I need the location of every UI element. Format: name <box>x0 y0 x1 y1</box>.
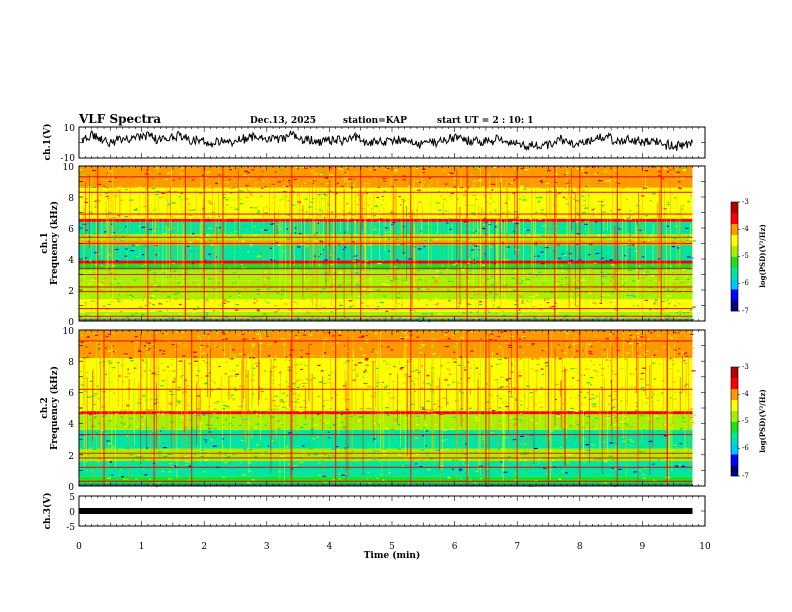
cb2-swatch-1 <box>731 454 738 466</box>
ch3-ticks <box>78 495 706 527</box>
ch2-freq-tick-6: 6 <box>68 389 74 399</box>
ch1-frequency-label: Frequency (kHz) <box>49 201 60 285</box>
ch2-freq-tick-4: 4 <box>68 420 74 430</box>
cb1-swatch-0 <box>731 300 738 312</box>
cb2-swatch-5 <box>731 410 738 422</box>
ch2-cb-tick-m6: -6 <box>742 444 749 452</box>
cb1-swatch-6 <box>731 234 738 246</box>
ch1-freq-tick-0: 0 <box>68 318 74 328</box>
ch2-freq-tick-0: 0 <box>68 483 74 493</box>
xtick-10: 10 <box>699 542 711 552</box>
spec2-events <box>78 330 690 486</box>
ch1-colorbar: -3 -4 -5 -6 -7 log(PSD)(V²/Hz) <box>730 198 767 315</box>
ch1-waveform-panel: 10 -10 ch.1(V) <box>42 124 706 164</box>
start-time-label: start UT = 2 : 10: 1 <box>437 116 534 126</box>
xtick-7: 7 <box>514 542 520 552</box>
ch3-signal-band <box>79 508 693 514</box>
xtick-4: 4 <box>327 542 333 552</box>
spec1-band-7 <box>79 240 693 246</box>
xtick-8: 8 <box>577 542 583 552</box>
ch2-frequency-label: Frequency (kHz) <box>49 366 60 450</box>
ch2-cb-tick-m3: -3 <box>742 363 749 371</box>
ch2-cb-tick-m5: -5 <box>742 417 749 425</box>
cb1-swatch-9 <box>731 202 738 214</box>
ch3-ytick-5: 5 <box>69 493 75 503</box>
ch3-ytick-0: 0 <box>69 508 75 518</box>
xtick-2: 2 <box>201 542 207 552</box>
ch2-freq-tick-2: 2 <box>68 452 74 462</box>
ch1-cb-tick-m4: -4 <box>742 225 749 233</box>
cb2-swatch-7 <box>731 388 738 400</box>
xtick-5: 5 <box>389 542 395 552</box>
ch1-spectrogram-ticks <box>78 165 706 322</box>
cb2-swatch-9 <box>731 367 738 379</box>
ch2-cb-tick-m4: -4 <box>742 390 749 398</box>
xtick-3: 3 <box>264 542 270 552</box>
ch2-colorbar-title: log(PSD)(V²/Hz) <box>758 389 767 453</box>
ch2-freq-tick-8: 8 <box>68 358 74 368</box>
date-label: Dec.13, 2025 <box>250 116 316 126</box>
ch1-freq-tick-8: 8 <box>68 194 74 204</box>
xaxis-label: Time (min) <box>364 550 421 561</box>
cb2-swatch-3 <box>731 432 738 444</box>
ch2-cb-tick-m7: -7 <box>742 472 749 480</box>
ch1-cb-tick-m6: -6 <box>742 279 749 287</box>
spec1-band-2 <box>79 280 693 300</box>
ch3-ylabel: ch.3(V) <box>42 493 53 530</box>
ch2-freq-tick-10: 10 <box>63 327 75 337</box>
spec1-band-4 <box>79 263 693 270</box>
ch1-spectrogram-image <box>79 166 696 323</box>
xtick-0: 0 <box>76 542 82 552</box>
xtick-1: 1 <box>139 542 145 552</box>
ch1-colorbar-title: log(PSD)(V²/Hz) <box>758 224 767 288</box>
spec2-band-3 <box>79 429 693 449</box>
station-label: station=KAP <box>343 116 407 126</box>
cb1-swatch-5 <box>731 245 738 257</box>
ch1-ytick-bottom: -10 <box>61 154 76 164</box>
cb2-swatch-2 <box>731 443 738 455</box>
time-axis: 0 1 2 3 4 5 6 7 8 9 10 Time (min) <box>76 542 711 561</box>
spec2-band-7 <box>79 358 693 384</box>
ch1-freq-tick-4: 4 <box>68 256 74 266</box>
spec2-band-8 <box>79 330 693 359</box>
ch1-waveform-ticks <box>78 126 706 159</box>
spec1-band-3 <box>79 269 693 281</box>
ch2-colorbar: -3 -4 -5 -6 -7 log(PSD)(V²/Hz) <box>730 363 767 480</box>
cb2-swatch-6 <box>731 399 738 411</box>
ch3-panel: 5 0 -5 ch.3(V) <box>42 493 706 533</box>
cb1-swatch-7 <box>731 223 738 235</box>
ch1-cb-tick-m7: -7 <box>742 307 749 315</box>
ch1-freq-tick-2: 2 <box>68 287 74 297</box>
cb1-swatch-2 <box>731 278 738 290</box>
ch2-spectrogram-image <box>78 330 696 488</box>
ch1-waveform-ylabel: ch.1(V) <box>42 124 53 161</box>
ch3-ytick-m5: -5 <box>66 523 75 533</box>
cb1-swatch-3 <box>731 267 738 279</box>
figure-title: VLF Spectra <box>78 112 161 126</box>
cb1-swatch-1 <box>731 289 738 301</box>
ch1-cb-tick-m3: -3 <box>742 198 749 206</box>
ch2-spectrogram-panel: 0 2 4 6 8 10 ch.2 Frequency (kHz) <box>40 327 706 493</box>
cb2-swatch-4 <box>731 421 738 433</box>
spec1-band-12 <box>79 187 693 204</box>
ch1-cb-tick-m5: -5 <box>742 252 749 260</box>
cb1-swatch-4 <box>731 256 738 268</box>
ch1-freq-tick-6: 6 <box>68 225 74 235</box>
cb1-swatch-8 <box>731 212 738 225</box>
ch2-spectrogram-ticks <box>78 329 706 487</box>
ch1-channel-label: ch.1 <box>40 232 50 253</box>
ch1-waveform-line <box>81 129 693 152</box>
ch1-freq-tick-10: 10 <box>63 163 75 173</box>
ch2-channel-label: ch.2 <box>40 397 50 418</box>
ch1-ytick-top: 10 <box>64 124 76 134</box>
xtick-9: 9 <box>640 542 646 552</box>
cb2-swatch-8 <box>731 377 738 390</box>
cb2-swatch-0 <box>731 465 738 477</box>
xtick-6: 6 <box>452 542 458 552</box>
ch1-spectrogram-panel: 0 2 4 6 8 10 ch.1 Frequency (kHz) <box>40 163 706 328</box>
